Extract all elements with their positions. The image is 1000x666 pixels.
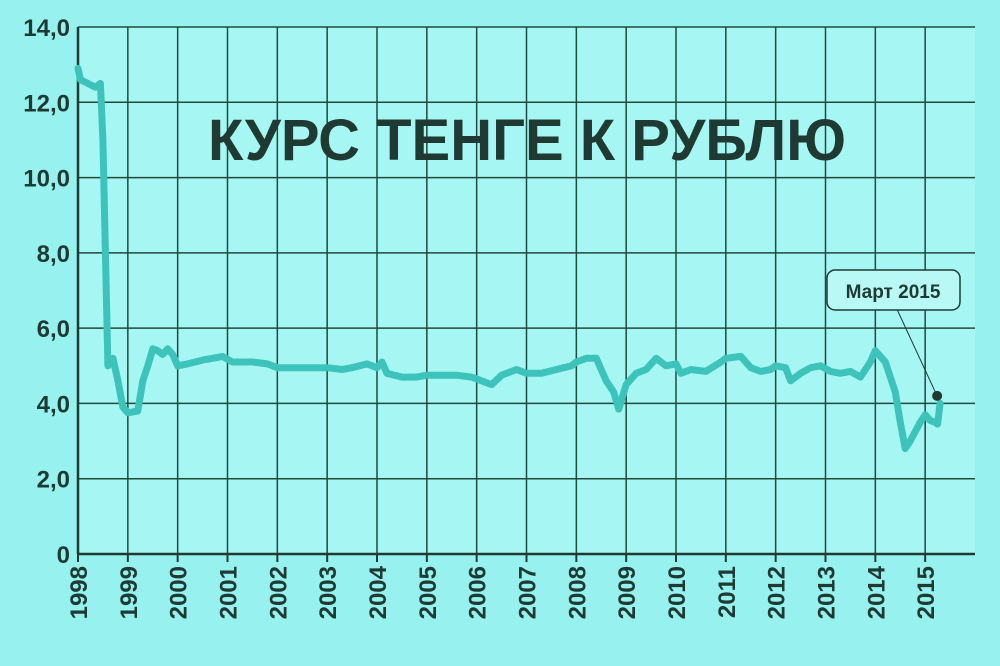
x-tick-label: 2011 xyxy=(714,566,741,618)
x-tick-label: 2006 xyxy=(465,566,492,619)
x-tick-label: 2010 xyxy=(664,566,691,619)
x-tick-label: 2005 xyxy=(415,566,442,619)
annotation-text: Март 2015 xyxy=(846,282,941,303)
y-tick-label: 6,0 xyxy=(37,316,70,343)
x-tick-label: 2004 xyxy=(365,565,392,619)
y-tick-label: 2,0 xyxy=(37,467,70,494)
x-tick-label: 2012 xyxy=(764,566,791,619)
x-tick-label: 2002 xyxy=(265,566,292,619)
annotation-point xyxy=(932,390,943,401)
x-tick-label: 1999 xyxy=(116,566,143,619)
y-tick-label: 12,0 xyxy=(23,90,70,117)
y-tick-label: 14,0 xyxy=(23,15,70,42)
x-tick-label: 2008 xyxy=(564,566,591,619)
x-tick-label: 2015 xyxy=(913,566,940,619)
x-tick-label: 1998 xyxy=(66,566,93,619)
x-tick-label: 2003 xyxy=(315,566,342,619)
line xyxy=(74,64,944,453)
y-tick-label: 10,0 xyxy=(23,166,70,193)
y-tick-label: 0 xyxy=(57,542,70,569)
annotation-box xyxy=(826,269,961,311)
annotation-leader xyxy=(894,304,938,397)
x-tick-label: 2009 xyxy=(614,566,641,619)
x-tick-label: 2013 xyxy=(814,566,841,619)
x-tick-label: 2001 xyxy=(216,566,243,619)
chart-title: КУРС ТЕНГЕ К РУБЛЮ xyxy=(208,108,846,173)
x-tick-label: 2000 xyxy=(166,566,193,619)
y-tick-label: 8,0 xyxy=(37,241,70,268)
x-tick-label: 2007 xyxy=(515,566,542,619)
x-tick-label: 2014 xyxy=(863,565,890,619)
y-tick-label: 4,0 xyxy=(37,391,70,418)
